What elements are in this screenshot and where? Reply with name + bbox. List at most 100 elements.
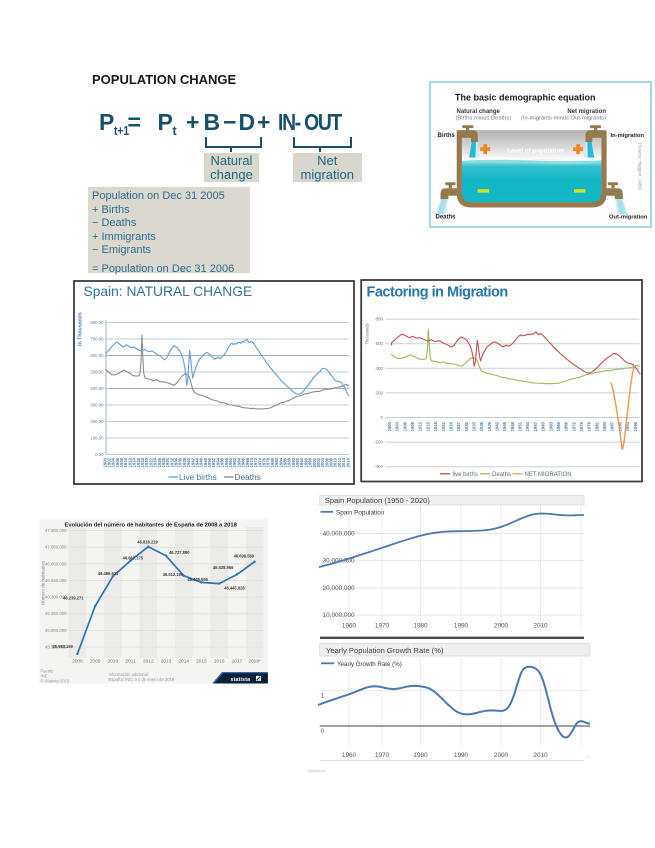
svg-text:700.00: 700.00 bbox=[90, 337, 104, 342]
svg-text:1954: 1954 bbox=[525, 421, 530, 431]
svg-text:2012: 2012 bbox=[142, 659, 153, 665]
svg-text:1998: 1998 bbox=[307, 457, 312, 467]
svg-text:1908: 1908 bbox=[119, 457, 124, 467]
svg-text:1916: 1916 bbox=[135, 457, 140, 467]
svg-text:1986: 1986 bbox=[282, 457, 287, 467]
svg-text:0.00: 0.00 bbox=[95, 452, 104, 457]
svg-text:2017: 2017 bbox=[231, 659, 242, 665]
svg-text:1918: 1918 bbox=[140, 457, 145, 467]
svg-text:Fuente: Fuente bbox=[40, 669, 54, 674]
svg-text:1987: 1987 bbox=[609, 421, 614, 431]
svg-text:20,000,000: 20,000,000 bbox=[323, 585, 355, 592]
svg-text:España; INE; a 1 de enero de 2: España; INE; a 1 de enero de 2018 bbox=[108, 677, 174, 682]
svg-text:1974: 1974 bbox=[257, 457, 262, 467]
svg-text:Spain Population: Spain Population bbox=[336, 509, 385, 516]
svg-text:1978: 1978 bbox=[265, 457, 270, 467]
svg-text:Deaths: Deaths bbox=[234, 472, 260, 482]
svg-text:1912: 1912 bbox=[127, 457, 132, 467]
svg-text:600: 600 bbox=[375, 341, 383, 346]
svg-text:live births: live births bbox=[452, 472, 477, 478]
svg-text:(In-migrants minus Out-migrant: (In-migrants minus Out-migrants) bbox=[521, 116, 606, 122]
svg-text:1924: 1924 bbox=[152, 457, 157, 467]
svg-text:100.00: 100.00 bbox=[90, 436, 104, 441]
svg-text:1927: 1927 bbox=[456, 421, 461, 431]
svg-text:2018*: 2018* bbox=[248, 659, 261, 665]
svg-text:The basic demographic equation: The basic demographic equation bbox=[455, 93, 596, 103]
svg-text:1928: 1928 bbox=[161, 457, 166, 467]
svg-text:1980: 1980 bbox=[413, 752, 428, 759]
svg-text:1990: 1990 bbox=[454, 623, 469, 630]
svg-text:In-migration: In-migration bbox=[611, 133, 645, 139]
svg-text:46.449.565: 46.449.565 bbox=[187, 577, 208, 582]
svg-text:statista: statista bbox=[230, 677, 250, 683]
svg-text:1903: 1903 bbox=[394, 421, 399, 431]
svg-text:2000: 2000 bbox=[494, 752, 509, 759]
svg-text:1966: 1966 bbox=[240, 457, 245, 467]
svg-text:1946: 1946 bbox=[198, 457, 203, 467]
svg-text:1936: 1936 bbox=[479, 421, 484, 431]
svg-text:1921: 1921 bbox=[440, 421, 445, 431]
svg-text:1960: 1960 bbox=[342, 623, 357, 630]
svg-text:1968: 1968 bbox=[244, 457, 249, 467]
svg-text:INE: INE bbox=[40, 674, 47, 679]
svg-text:2016: 2016 bbox=[213, 659, 224, 665]
svg-text:2002: 2002 bbox=[316, 457, 321, 467]
svg-text:1990: 1990 bbox=[290, 457, 295, 467]
svg-text:1950: 1950 bbox=[207, 457, 212, 467]
svg-text:Spain Population (1950 - 2020): Spain Population (1950 - 2020) bbox=[325, 496, 431, 505]
svg-text:2010: 2010 bbox=[533, 623, 548, 630]
svg-text:1938: 1938 bbox=[181, 457, 186, 467]
svg-text:1964: 1964 bbox=[236, 457, 241, 467]
svg-text:10,000,000: 10,000,000 bbox=[323, 612, 355, 619]
svg-text:In Thousands: In Thousands bbox=[77, 312, 83, 346]
svg-text:1948: 1948 bbox=[509, 421, 514, 431]
svg-text:© Statista 2018: © Statista 2018 bbox=[40, 679, 69, 684]
svg-text:2010: 2010 bbox=[332, 457, 337, 467]
svg-text:1994: 1994 bbox=[299, 457, 304, 467]
svg-text:1981: 1981 bbox=[594, 421, 599, 431]
svg-text:400.00: 400.00 bbox=[90, 386, 104, 391]
svg-text:1982: 1982 bbox=[274, 457, 279, 467]
svg-text:1990: 1990 bbox=[617, 421, 622, 431]
svg-text:46.050.000: 46.050.000 bbox=[44, 611, 66, 616]
svg-text:1912: 1912 bbox=[417, 421, 422, 431]
svg-text:1939: 1939 bbox=[486, 421, 491, 431]
svg-text:1900: 1900 bbox=[102, 457, 107, 467]
svg-text:46.800.000: 46.800.000 bbox=[44, 561, 66, 566]
svg-text:1944: 1944 bbox=[194, 457, 199, 467]
svg-text:Información adicional:: Información adicional: bbox=[108, 672, 149, 677]
svg-text:1904: 1904 bbox=[110, 457, 115, 467]
svg-text:400: 400 bbox=[375, 366, 383, 371]
svg-text:1: 1 bbox=[321, 693, 325, 700]
svg-text:1975: 1975 bbox=[579, 421, 584, 431]
svg-text:1934: 1934 bbox=[173, 457, 178, 467]
svg-text:45.983.169: 45.983.169 bbox=[52, 644, 73, 649]
svg-text:46.300.000: 46.300.000 bbox=[44, 595, 66, 600]
svg-text:1942: 1942 bbox=[494, 421, 499, 431]
svg-text:1930: 1930 bbox=[463, 421, 468, 431]
svg-text:46.445.828: 46.445.828 bbox=[224, 586, 245, 591]
svg-text:Live births: Live births bbox=[179, 472, 217, 482]
svg-text:47.050.000: 47.050.000 bbox=[44, 545, 66, 550]
svg-text:Net migration: Net migration bbox=[567, 109, 606, 115]
svg-text:1936: 1936 bbox=[177, 457, 182, 467]
svg-text:Número de habitantes: Número de habitantes bbox=[40, 560, 45, 605]
svg-text:Deaths: Deaths bbox=[436, 215, 457, 221]
svg-text:Factoring in Migration: Factoring in Migration bbox=[366, 285, 507, 301]
svg-text:Thousands: Thousands bbox=[364, 322, 369, 345]
svg-text:1984: 1984 bbox=[602, 421, 607, 431]
svg-text:1978: 1978 bbox=[586, 421, 591, 431]
svg-text:1954: 1954 bbox=[215, 457, 220, 467]
svg-text:1933: 1933 bbox=[471, 421, 476, 431]
svg-text:Natural change: Natural change bbox=[457, 109, 501, 115]
svg-text:1920: 1920 bbox=[144, 457, 149, 467]
svg-text:46.550.000: 46.550.000 bbox=[44, 578, 66, 583]
svg-text:1984: 1984 bbox=[278, 457, 283, 467]
svg-text:2000: 2000 bbox=[494, 623, 509, 630]
svg-text:800: 800 bbox=[375, 317, 383, 322]
svg-text:46.239.271: 46.239.271 bbox=[63, 596, 84, 601]
svg-text:Evolución del número de habita: Evolución del número de habitantes de Es… bbox=[64, 523, 237, 529]
svg-text:40,000,000: 40,000,000 bbox=[323, 530, 355, 537]
svg-text:1969: 1969 bbox=[563, 421, 568, 431]
svg-text:2014: 2014 bbox=[341, 457, 346, 467]
